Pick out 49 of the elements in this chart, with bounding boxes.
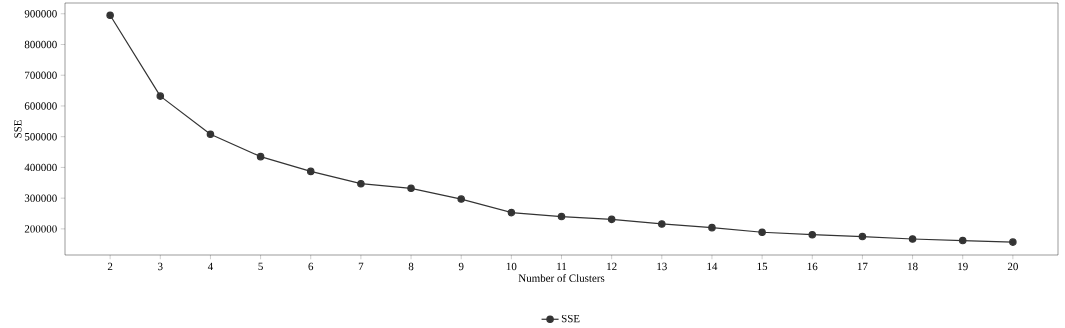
point [357, 179, 365, 188]
x-tick-label: 9 [458, 262, 464, 271]
x-tick-label: 5 [258, 262, 263, 271]
x-tick-label: 13 [657, 262, 667, 271]
point [156, 92, 165, 100]
y-tick-label: 500000 [24, 133, 57, 141]
x-tick-label: 19 [958, 262, 968, 271]
x-axis-title: Number of Clusters [518, 274, 605, 282]
y-tick-label: 300000 [24, 194, 57, 202]
point [607, 215, 616, 224]
point [407, 184, 415, 193]
y-tick-label: 200000 [24, 225, 57, 233]
point [507, 208, 516, 217]
y-tick-label: 800000 [24, 40, 57, 49]
x-tick-label: 16 [807, 262, 818, 271]
point [457, 195, 465, 203]
point [306, 167, 315, 176]
point [1009, 238, 1017, 246]
y-tick-label: 700000 [25, 71, 57, 79]
point [658, 220, 666, 228]
x-tick-label: 3 [158, 262, 163, 271]
x-tick-label: 10 [506, 262, 517, 271]
x-tick-label: 4 [207, 262, 214, 270]
y-axis-title: SSE [14, 120, 22, 138]
y-tick-label: 400000 [24, 163, 57, 172]
point [958, 236, 967, 245]
legend-label: SSE [561, 314, 580, 323]
x-tick-label: 17 [857, 262, 868, 271]
x-tick-label: 8 [408, 262, 414, 271]
point [858, 232, 867, 241]
x-tick-label: 20 [1007, 262, 1018, 271]
x-tick-label: 18 [908, 262, 918, 271]
y-tick-label: 900000 [24, 10, 57, 18]
point [106, 11, 114, 20]
x-tick-label: 7 [358, 262, 364, 270]
point [206, 130, 215, 139]
point [758, 228, 766, 237]
x-tick-label: 2 [107, 262, 113, 271]
x-tick-label: 14 [707, 262, 718, 271]
point [256, 152, 265, 161]
point [808, 230, 817, 239]
x-tick-label: 12 [607, 262, 617, 271]
y-tick-label: 600000 [24, 102, 57, 110]
point [708, 223, 716, 232]
point [908, 235, 917, 243]
x-tick-label: 6 [308, 262, 314, 271]
x-tick-label: 15 [757, 262, 768, 271]
point [557, 212, 566, 221]
x-tick-label: 11 [557, 262, 567, 271]
